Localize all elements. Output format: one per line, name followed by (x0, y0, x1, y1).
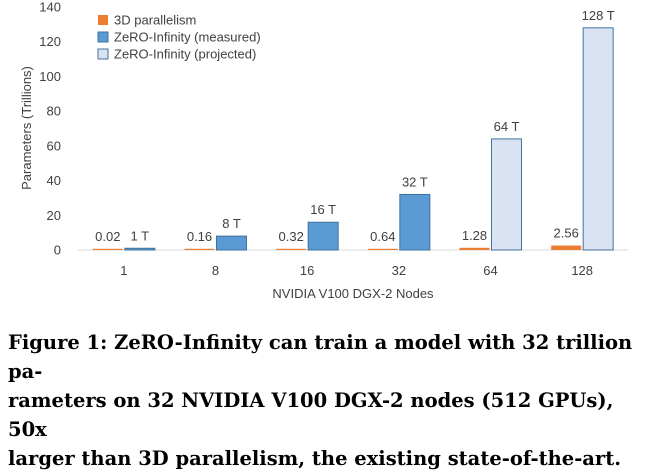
legend-label: ZeRO-Infinity (projected) (114, 47, 256, 62)
bar (307, 221, 339, 251)
x-axis-title: NVIDIA V100 DGX-2 Nodes (272, 286, 434, 301)
data-label: 32 T (402, 174, 428, 189)
bars (92, 27, 614, 251)
y-tick-label: 140 (39, 0, 61, 15)
y-tick-label: 60 (47, 138, 61, 153)
y-axis: 0 20 40 60 80 100 120 140 (39, 0, 61, 258)
legend-swatch (97, 48, 109, 60)
bar (92, 248, 123, 250)
bar (216, 235, 247, 251)
y-tick-label: 80 (47, 104, 61, 119)
y-tick-label: 40 (47, 173, 61, 188)
data-label: 128 T (582, 8, 615, 23)
bar (184, 248, 215, 250)
bar (582, 27, 614, 251)
bar (124, 247, 156, 251)
legend-label: ZeRO-Infinity (measured) (114, 30, 261, 45)
bar (459, 247, 490, 250)
bar (399, 193, 431, 251)
bar (276, 248, 307, 250)
legend-swatch (97, 31, 109, 43)
y-tick-label: 120 (39, 34, 61, 49)
caption-line: Figure 1: ZeRO-Infinity can train a mode… (8, 331, 633, 383)
data-label: 0.02 (95, 229, 120, 244)
x-tick-label: 64 (483, 263, 497, 278)
y-tick-label: 0 (54, 243, 61, 258)
data-labels: 0.02 0.16 0.32 0.64 1.28 2.56 1 T 8 T 16 T 32 T 64… (95, 8, 615, 244)
x-axis: 1 8 16 32 64 128 (78, 249, 628, 278)
data-label: 2.56 (554, 226, 579, 241)
y-tick-label: 20 (47, 208, 61, 223)
data-label: 8 T (222, 216, 241, 231)
data-label: 0.32 (279, 229, 304, 244)
data-label: 0.16 (187, 229, 212, 244)
data-label: 64 T (494, 119, 520, 134)
caption-line: rameters on 32 NVIDIA V100 DGX-2 nodes (… (8, 389, 614, 441)
legend-swatch (98, 15, 108, 25)
y-tick-label: 100 (39, 69, 61, 84)
data-label: 0.64 (370, 229, 395, 244)
data-label: 1 T (131, 228, 150, 243)
x-tick-label: 32 (392, 263, 406, 278)
x-tick-label: 8 (212, 263, 219, 278)
bar (551, 245, 582, 250)
legend-label: 3D parallelism (114, 13, 196, 28)
x-tick-label: 1 (120, 263, 127, 278)
legend: 3D parallelism ZeRO-Infinity (measured) Ze… (97, 13, 261, 62)
x-tick-label: 128 (571, 263, 593, 278)
y-axis-title: Parameters (Trillions) (19, 66, 34, 190)
bar (491, 138, 522, 251)
figure-caption: Figure 1: ZeRO-Infinity can train a mode… (8, 328, 640, 473)
data-label: 16 T (310, 202, 336, 217)
data-label: 1.28 (462, 228, 487, 243)
caption-line: larger than 3D parallelism, the existing… (8, 447, 622, 470)
x-tick-label: 16 (300, 263, 314, 278)
bar (367, 248, 398, 250)
